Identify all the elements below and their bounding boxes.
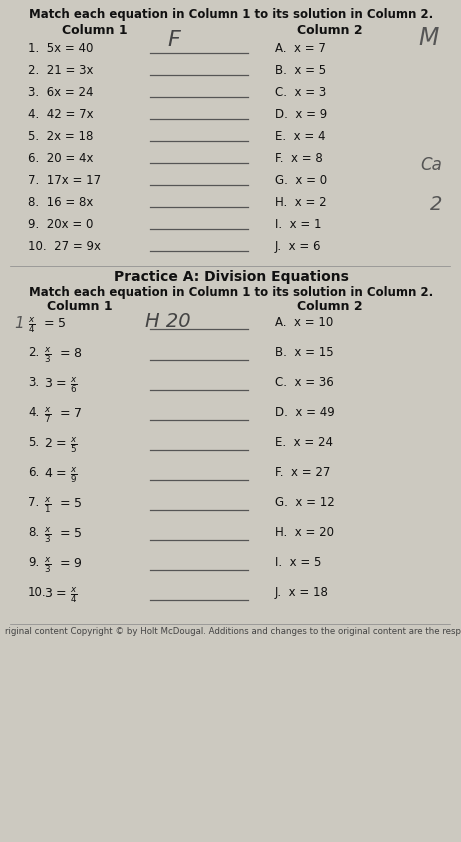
Text: H.  x = 20: H. x = 20 bbox=[275, 526, 334, 539]
Text: $\frac{x}{3}$  = 5: $\frac{x}{3}$ = 5 bbox=[44, 526, 83, 546]
Text: 9.: 9. bbox=[28, 556, 39, 569]
Text: 4.: 4. bbox=[28, 406, 39, 419]
Text: Column 1: Column 1 bbox=[47, 300, 113, 313]
Text: G.  x = 12: G. x = 12 bbox=[275, 496, 335, 509]
Text: 7.: 7. bbox=[28, 496, 39, 509]
Text: A.  x = 10: A. x = 10 bbox=[275, 316, 333, 329]
Text: 5.  2x = 18: 5. 2x = 18 bbox=[28, 130, 94, 143]
Text: $\frac{x}{3}$  = 9: $\frac{x}{3}$ = 9 bbox=[44, 556, 83, 575]
Text: $\frac{x}{4}$  = 5: $\frac{x}{4}$ = 5 bbox=[28, 316, 67, 335]
Text: B.  x = 5: B. x = 5 bbox=[275, 64, 326, 77]
Text: 3.  6x = 24: 3. 6x = 24 bbox=[28, 86, 94, 99]
Text: I.  x = 5: I. x = 5 bbox=[275, 556, 321, 569]
Text: 4 = $\frac{x}{9}$: 4 = $\frac{x}{9}$ bbox=[44, 466, 78, 485]
Text: F: F bbox=[167, 30, 180, 50]
Text: E.  x = 24: E. x = 24 bbox=[275, 436, 333, 449]
Text: Ca: Ca bbox=[420, 156, 442, 174]
Text: 5.: 5. bbox=[28, 436, 39, 449]
Text: G.  x = 0: G. x = 0 bbox=[275, 174, 327, 187]
Text: 3 = $\frac{x}{4}$: 3 = $\frac{x}{4}$ bbox=[44, 586, 78, 605]
Text: Match each equation in Column 1 to its solution in Column 2.: Match each equation in Column 1 to its s… bbox=[29, 8, 433, 21]
Text: C.  x = 3: C. x = 3 bbox=[275, 86, 326, 99]
Text: 8.  16 = 8x: 8. 16 = 8x bbox=[28, 196, 94, 209]
Text: D.  x = 9: D. x = 9 bbox=[275, 108, 327, 121]
Text: 1.  5x = 40: 1. 5x = 40 bbox=[28, 42, 94, 55]
Text: 6.  20 = 4x: 6. 20 = 4x bbox=[28, 152, 94, 165]
Text: Column 2: Column 2 bbox=[297, 24, 363, 37]
Text: Practice A: Division Equations: Practice A: Division Equations bbox=[113, 270, 349, 284]
Text: 10.: 10. bbox=[28, 586, 47, 599]
Text: 4.  42 = 7x: 4. 42 = 7x bbox=[28, 108, 94, 121]
Text: D.  x = 49: D. x = 49 bbox=[275, 406, 335, 419]
Text: 2: 2 bbox=[430, 195, 443, 214]
Text: F.  x = 8: F. x = 8 bbox=[275, 152, 323, 165]
Text: B.  x = 15: B. x = 15 bbox=[275, 346, 334, 359]
Text: $\frac{x}{1}$  = 5: $\frac{x}{1}$ = 5 bbox=[44, 496, 83, 515]
Text: F.  x = 27: F. x = 27 bbox=[275, 466, 331, 479]
Text: 7.  17x = 17: 7. 17x = 17 bbox=[28, 174, 101, 187]
Text: $\frac{x}{7}$  = 7: $\frac{x}{7}$ = 7 bbox=[44, 406, 83, 425]
Text: riginal content Copyright © by Holt McDougal. Additions and changes to the origi: riginal content Copyright © by Holt McDo… bbox=[5, 627, 461, 636]
Text: E.  x = 4: E. x = 4 bbox=[275, 130, 325, 143]
Text: 2.  21 = 3x: 2. 21 = 3x bbox=[28, 64, 94, 77]
Text: C.  x = 36: C. x = 36 bbox=[275, 376, 334, 389]
Text: H 20: H 20 bbox=[145, 312, 191, 331]
Text: 1: 1 bbox=[14, 316, 24, 331]
Text: 8.: 8. bbox=[28, 526, 39, 539]
Text: 9.  20x = 0: 9. 20x = 0 bbox=[28, 218, 94, 231]
Text: 6.: 6. bbox=[28, 466, 39, 479]
Text: J.  x = 18: J. x = 18 bbox=[275, 586, 329, 599]
Text: Match each equation in Column 1 to its solution in Column 2.: Match each equation in Column 1 to its s… bbox=[29, 286, 433, 299]
Text: A.  x = 7: A. x = 7 bbox=[275, 42, 326, 55]
Text: I.  x = 1: I. x = 1 bbox=[275, 218, 321, 231]
Text: 3.: 3. bbox=[28, 376, 39, 389]
Text: 2 = $\frac{x}{5}$: 2 = $\frac{x}{5}$ bbox=[44, 436, 78, 456]
Text: M: M bbox=[418, 26, 438, 50]
Text: Column 1: Column 1 bbox=[62, 24, 128, 37]
Text: Column 2: Column 2 bbox=[297, 300, 363, 313]
Text: $\frac{x}{3}$  = 8: $\frac{x}{3}$ = 8 bbox=[44, 346, 83, 365]
Text: J.  x = 6: J. x = 6 bbox=[275, 240, 321, 253]
Text: H.  x = 2: H. x = 2 bbox=[275, 196, 327, 209]
Text: 2.: 2. bbox=[28, 346, 39, 359]
Text: 3 = $\frac{x}{6}$: 3 = $\frac{x}{6}$ bbox=[44, 376, 78, 395]
Text: 10.  27 = 9x: 10. 27 = 9x bbox=[28, 240, 101, 253]
